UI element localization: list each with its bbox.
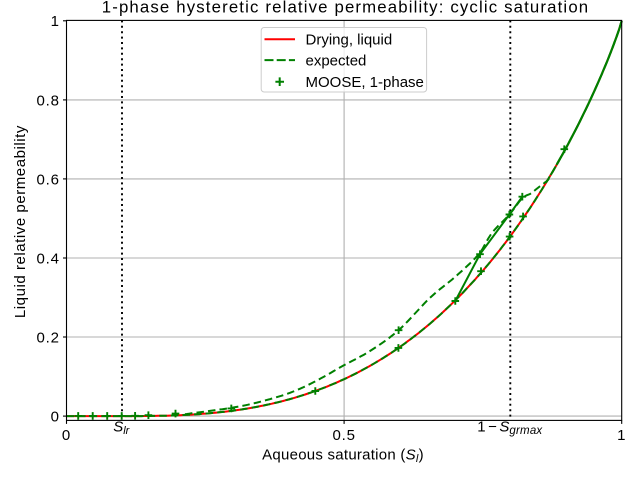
svg-text:0: 0 <box>51 409 60 426</box>
svg-text:1: 1 <box>51 13 60 30</box>
svg-text:1−Sgrmax: 1− Sgrmax <box>477 418 543 437</box>
svg-text:0.5: 0.5 <box>332 427 355 444</box>
svg-text:Slr: Slr <box>113 418 130 437</box>
svg-text:MOOSE, 1-phase: MOOSE, 1-phase <box>306 74 424 91</box>
svg-text:1: 1 <box>617 427 626 444</box>
svg-text:expected: expected <box>306 52 367 69</box>
svg-text:0.2: 0.2 <box>37 329 60 346</box>
svg-text:0.8: 0.8 <box>37 92 60 109</box>
svg-text:Drying, liquid: Drying, liquid <box>306 32 393 49</box>
svg-text:Aqueous saturation (Sl): Aqueous saturation (Sl) <box>262 447 424 466</box>
svg-text:0.6: 0.6 <box>37 171 60 188</box>
svg-text:1-phase hysteretic relative pe: 1-phase hysteretic relative permeability… <box>102 0 590 17</box>
svg-text:0: 0 <box>62 427 71 444</box>
svg-text:Liquid relative permeability: Liquid relative permeability <box>12 125 29 318</box>
svg-text:0.4: 0.4 <box>37 250 60 267</box>
